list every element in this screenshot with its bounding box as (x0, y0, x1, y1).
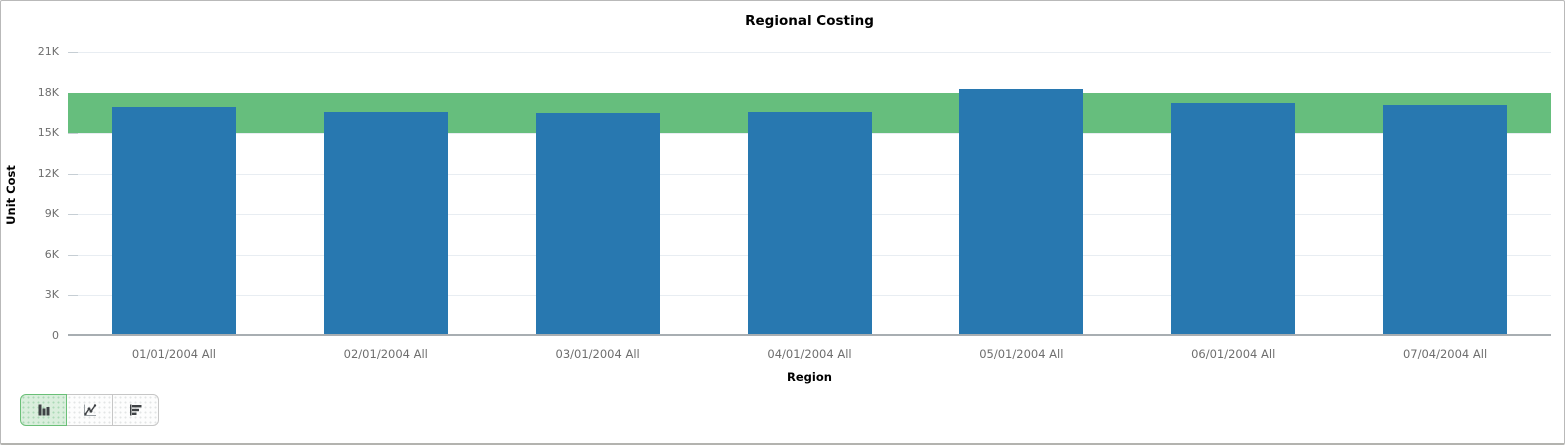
y-tick-mark (68, 214, 78, 216)
x-tick-label: 04/01/2004 All (767, 347, 852, 361)
bar-03/01/2004 All[interactable] (535, 112, 660, 336)
line-chart-button[interactable] (66, 394, 113, 426)
chart-title: Regional Costing (745, 13, 874, 29)
bar-chart-button[interactable] (20, 394, 67, 426)
y-tick-mark (68, 254, 78, 256)
bar-04/01/2004 All[interactable] (747, 112, 872, 336)
y-tick-label: 9K (44, 207, 59, 221)
y-tick-mark (68, 173, 78, 175)
x-axis-line (68, 334, 1551, 336)
x-tick-label: 02/01/2004 All (343, 347, 428, 361)
y-tick-label: 0 (52, 329, 59, 342)
chart-type-toolbar (20, 394, 159, 426)
horizontal-bar-chart-button[interactable] (112, 394, 159, 426)
y-tick-label: 12K (37, 166, 59, 180)
x-axis-title: Region (787, 370, 832, 384)
y-tick-label: 18K (37, 85, 59, 99)
bar-chart-icon (35, 402, 52, 418)
x-tick-label: 03/01/2004 All (555, 347, 640, 361)
y-tick-label: 15K (37, 126, 59, 140)
y-tick-label: 6K (44, 247, 59, 261)
line-chart-icon (81, 402, 98, 418)
x-tick-label: 06/01/2004 All (1191, 347, 1276, 361)
x-tick-label: 07/04/2004 All (1402, 347, 1488, 361)
x-tick-label: 05/01/2004 All (979, 347, 1064, 361)
y-tick-mark (68, 133, 78, 135)
bar-05/01/2004 All[interactable] (959, 89, 1084, 336)
plot-area (68, 52, 1551, 336)
gridline (68, 52, 1551, 53)
x-tick-label: 01/01/2004 All (131, 347, 217, 361)
y-axis-title: Unit Cost (4, 165, 18, 225)
y-tick-mark (68, 52, 78, 53)
y-tick-label: 3K (44, 288, 59, 302)
y-tick-label: 21K (37, 45, 59, 58)
horizontal-bar-chart-icon (127, 402, 144, 418)
y-tick-mark (68, 295, 78, 297)
bar-01/01/2004 All[interactable] (111, 106, 236, 336)
bar-06/01/2004 All[interactable] (1171, 102, 1296, 336)
bar-07/04/2004 All[interactable] (1383, 104, 1508, 336)
bar-02/01/2004 All[interactable] (323, 112, 448, 336)
